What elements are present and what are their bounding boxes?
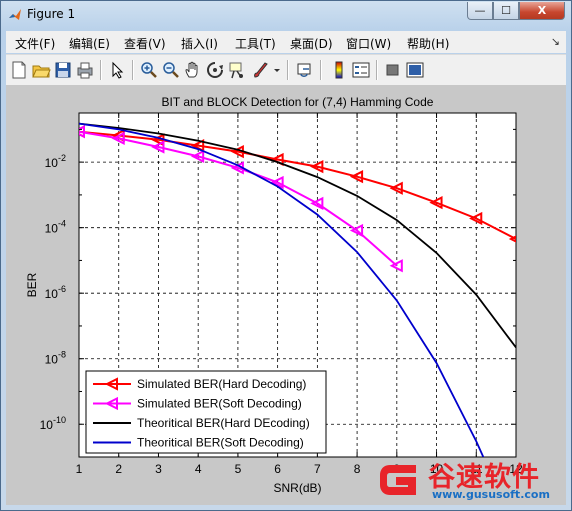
x-tick-label: 5 [235,462,242,476]
x-tick-label: 10 [430,462,444,476]
watermark-text: 谷速软件 [428,462,540,493]
title-bar[interactable]: Figure 1 — ☐ X [1,1,571,29]
data-point-marker [151,140,165,154]
legend-marker-sample [104,396,118,411]
hide-plot-tools-icon[interactable] [383,60,403,80]
menu-view[interactable]: 查看(V) [124,37,166,51]
x-tick-label: 6 [274,462,281,476]
data-point-marker [349,170,364,184]
y-tick-label: 10-8 [45,350,66,367]
minimize-button[interactable]: — [467,2,493,20]
data-point-marker [190,138,205,153]
data-point-marker [270,175,284,190]
brush-icon[interactable] [251,60,271,80]
series-4 [79,122,485,457]
x-axis-label: SNR(dB) [273,481,321,495]
dock-arrow-icon[interactable]: ↘ [550,35,560,48]
menu-bar: 文件(F) 编辑(E) 查看(V) 插入(I) 工具(T) 桌面(D) 窗口(W… [6,31,566,53]
data-point-marker [389,259,403,273]
data-point-marker [429,196,443,210]
legend-entry-label: Simulated BER(Hard Decoding) [137,377,306,391]
x-tick-label: 7 [314,462,321,476]
x-tick-label: 1 [76,462,83,476]
pan-hand-icon[interactable] [183,60,203,80]
series-1 [79,125,516,243]
series-layer [79,122,516,457]
watermark-url: www.gususoft.com [432,488,550,501]
y-tick-label: 10-10 [40,415,66,432]
figure-canvas: 12345678910111210-210-410-610-810-10 BIT… [6,85,566,505]
save-icon[interactable] [53,60,73,80]
legend-entry-label: Theoritical BER(Hard DEcoding) [137,416,310,430]
link-plot-icon[interactable] [295,60,315,80]
data-point-marker [389,181,403,195]
insert-legend-icon[interactable] [351,60,371,80]
toolbar-separator [132,60,134,80]
open-file-icon[interactable] [31,60,51,80]
menu-help[interactable]: 帮助(H) [407,37,450,51]
legend-marker-sample [104,377,118,391]
menu-edit[interactable]: 编辑(E) [69,37,110,51]
x-tick-label: 4 [195,462,202,476]
data-point-marker [310,160,324,174]
legend-entry-label: Simulated BER(Soft Decoding) [137,397,302,411]
toolbar-separator [320,60,322,80]
legend[interactable]: Simulated BER(Hard Decoding) Simulated BE… [85,370,327,454]
menu-window[interactable]: 窗口(W) [346,37,392,51]
insert-colorbar-icon[interactable] [329,60,349,80]
x-tick-label: 8 [354,462,361,476]
data-point-marker [111,131,125,146]
data-point-marker [349,223,364,238]
y-tick-label: 10-6 [45,284,66,301]
legend-entry-label: Theoritical BER(Soft Decoding) [137,436,304,450]
close-button[interactable]: X [519,2,565,20]
window-title: Figure 1 [27,7,76,21]
x-tick-label: 11 [470,462,483,476]
new-figure-icon[interactable] [9,60,29,80]
data-point-marker [469,211,483,226]
brush-dropdown-icon[interactable] [272,60,282,80]
edit-plot-arrow-icon[interactable] [107,60,127,80]
data-point-marker [190,149,205,163]
ber-chart[interactable]: 12345678910111210-210-410-610-810-10 BIT… [6,85,566,505]
series-line [79,122,516,349]
toolbar-separator [100,60,102,80]
gususoft-logo-icon [380,465,416,495]
matlab-logo-icon [9,9,21,20]
y-tick-label: 10-4 [45,219,66,236]
series-line [79,122,485,457]
show-plot-tools-icon[interactable] [405,60,425,80]
data-point-marker [310,196,324,211]
watermark: 谷速软件 www.gususoft.com [374,455,566,505]
series-line [79,130,516,240]
x-tick-label: 3 [155,462,162,476]
menu-desktop[interactable]: 桌面(D) [290,37,333,51]
toolbar-separator [287,60,289,80]
toolbar-separator [376,60,378,80]
zoom-out-icon[interactable] [161,60,181,80]
maximize-button[interactable]: ☐ [493,2,519,20]
y-tick-label: 10-2 [45,153,66,170]
chart-title: BIT and BLOCK Detection for (7,4) Hammin… [162,95,434,109]
y-axis-label: BER [25,272,39,297]
menu-insert[interactable]: 插入(I) [181,37,218,51]
series-line [79,130,398,267]
data-cursor-icon[interactable] [227,60,247,80]
print-icon[interactable] [75,60,95,80]
menu-file[interactable]: 文件(F) [15,37,56,51]
axis-ticks: 12345678910111210-210-410-610-810-10 [40,113,523,476]
series-3 [79,122,516,349]
menu-tools[interactable]: 工具(T) [235,37,276,51]
zoom-in-icon[interactable] [139,60,159,80]
figure-toolbar [6,54,566,86]
x-tick-label: 12 [509,462,523,476]
rotate-3d-icon[interactable] [205,60,225,80]
x-tick-label: 2 [115,462,122,476]
data-point-marker [79,125,85,139]
